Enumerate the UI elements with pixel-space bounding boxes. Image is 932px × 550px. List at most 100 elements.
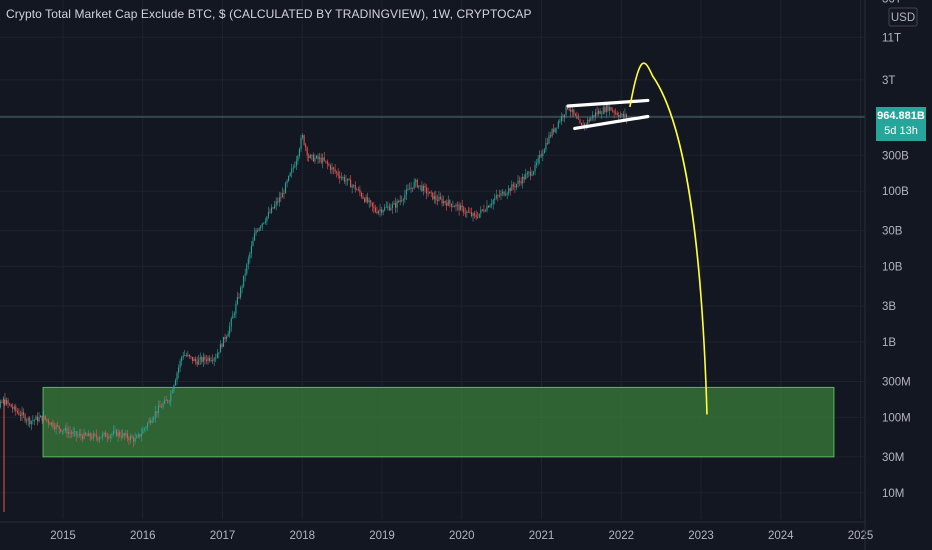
candle (35, 417, 36, 420)
candle (513, 184, 514, 186)
candle (578, 118, 579, 119)
candle (88, 433, 89, 436)
candle (291, 169, 292, 173)
candle (17, 411, 18, 413)
candle (381, 209, 382, 212)
candle (300, 138, 301, 149)
candle (550, 135, 551, 136)
candle (1, 402, 2, 403)
candle (361, 193, 362, 197)
candle (480, 210, 481, 214)
candle (28, 418, 29, 420)
candle (183, 356, 184, 357)
candle (432, 192, 433, 199)
candle (248, 259, 249, 265)
candle (83, 433, 84, 439)
candle (245, 274, 246, 276)
candle (555, 128, 556, 132)
candle (448, 200, 449, 206)
candle (186, 355, 187, 356)
candle (101, 437, 102, 438)
candle (262, 224, 263, 227)
candle (15, 406, 16, 410)
candle (525, 174, 526, 179)
candle (451, 204, 452, 207)
candle (318, 156, 319, 159)
candle (468, 212, 469, 213)
candle (237, 297, 238, 304)
candle (324, 157, 325, 160)
candle (483, 210, 484, 211)
price-badge-countdown: 5d 13h (884, 125, 918, 137)
candle (401, 200, 402, 201)
candle (265, 221, 266, 222)
candle (569, 109, 570, 110)
candle (335, 169, 336, 172)
y-tick-label: 3T (882, 75, 895, 87)
candle (54, 427, 55, 429)
candle (113, 431, 114, 434)
candle (350, 180, 351, 188)
candle (29, 418, 30, 424)
candle (600, 111, 601, 114)
candle (566, 106, 567, 115)
x-tick-label: 2016 (130, 530, 156, 542)
candle (491, 204, 492, 205)
candle (273, 207, 274, 208)
candle (21, 412, 22, 416)
candle (477, 217, 478, 218)
candle (474, 213, 475, 215)
candle (545, 143, 546, 150)
candle (225, 337, 226, 339)
candle (231, 319, 232, 327)
candle (96, 435, 97, 438)
candle (386, 207, 387, 208)
candle (144, 428, 145, 429)
candle (161, 407, 162, 408)
candle (389, 207, 390, 211)
candle (308, 155, 309, 158)
candle (542, 153, 543, 156)
candle (207, 358, 208, 361)
candle (345, 181, 346, 182)
candle (409, 189, 410, 190)
candle (589, 120, 590, 121)
candle (559, 121, 560, 122)
candle (536, 163, 537, 165)
candle (135, 438, 136, 442)
candle (604, 107, 605, 112)
candle (276, 202, 277, 205)
candle (502, 192, 503, 193)
candle (110, 435, 111, 437)
candle (539, 155, 540, 159)
candle (544, 150, 545, 154)
candle (132, 436, 133, 437)
candle (42, 416, 43, 421)
candle (8, 400, 9, 403)
y-tick-label: 11T (882, 32, 901, 44)
candle (304, 135, 305, 144)
candle (330, 166, 331, 170)
candle (504, 192, 505, 196)
candle (71, 433, 72, 434)
candle (378, 211, 379, 213)
candle (454, 206, 455, 207)
candle (197, 361, 198, 364)
candle (192, 357, 193, 361)
candle (159, 406, 160, 407)
candle (254, 234, 255, 241)
candle (251, 246, 252, 253)
candle (133, 438, 134, 442)
y-tick-label: 100M (882, 412, 911, 424)
candle (459, 205, 460, 211)
candle (446, 203, 447, 206)
candle (79, 434, 80, 435)
candle (74, 431, 75, 432)
candle (124, 433, 125, 435)
candle (500, 193, 501, 196)
candle (214, 358, 215, 360)
candle (246, 264, 247, 273)
candle (476, 215, 477, 217)
candle (406, 190, 407, 195)
